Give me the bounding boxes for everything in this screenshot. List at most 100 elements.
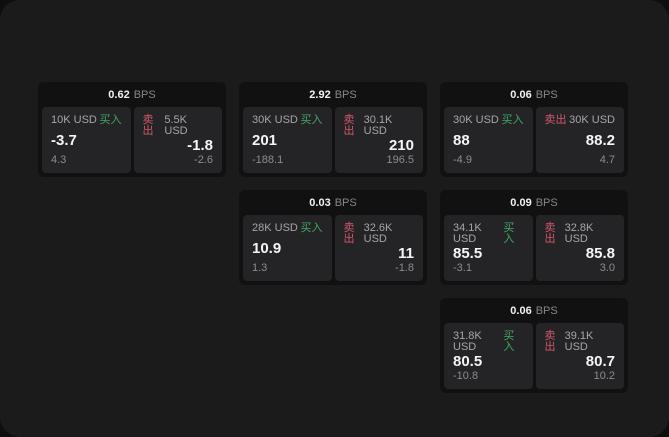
- sell-tile[interactable]: 卖出 30.1K USD 210 196.5: [334, 107, 423, 173]
- bps-value: 0.06: [510, 88, 532, 101]
- sell-tile-header: 卖出 32.8K USD: [545, 223, 616, 245]
- sell-tile[interactable]: 卖出 32.8K USD 85.8 3.0: [535, 215, 624, 281]
- sell-amount: 30.1K USD: [363, 114, 393, 137]
- buy-tile-header: 10K USD 买入: [51, 115, 122, 126]
- sell-tag: 卖出: [544, 330, 556, 353]
- buy-tile[interactable]: 31.8K USD 买入 80.5 -10.8: [444, 323, 533, 389]
- buy-tile[interactable]: 30K USD 买入 88 -4.9: [444, 107, 533, 173]
- buy-delta: 1.3: [252, 262, 268, 274]
- quote-card: 0.06 BPS 31.8K USD 买入 80.5 -10.8 卖出 39.1…: [440, 298, 628, 393]
- sell-value: 80.7: [585, 353, 615, 370]
- buy-value: -3.7: [51, 131, 77, 149]
- buy-tile-header: 30K USD 买入: [453, 115, 524, 126]
- bps-value: 0.03: [309, 196, 331, 209]
- buy-tag: 买入: [501, 114, 524, 126]
- sell-tile-header: 卖出 39.1K USD: [545, 331, 616, 353]
- buy-tile[interactable]: 30K USD 买入 201 -188.1: [243, 107, 332, 173]
- sell-delta: 4.7: [599, 154, 615, 166]
- sell-delta: 3.0: [599, 262, 615, 274]
- buy-tag: 买入: [99, 114, 122, 126]
- sell-value: 11: [398, 245, 414, 262]
- buy-delta: -10.8: [453, 370, 479, 382]
- bps-value: 0.62: [108, 88, 130, 101]
- quote-card: 0.62 BPS 10K USD 买入 -3.7 4.3 卖出 5.5K USD…: [38, 82, 226, 177]
- sell-tile-header: 卖出 32.6K USD: [344, 223, 415, 245]
- buy-tile-header: 34.1K USD 买入: [453, 223, 524, 245]
- buy-delta: -4.9: [453, 154, 472, 166]
- sell-amount: 5.5K USD: [164, 114, 188, 137]
- buy-value: 201: [252, 131, 278, 149]
- sell-amount: 32.6K USD: [363, 222, 393, 245]
- buy-value: 85.5: [453, 245, 483, 262]
- card-body: 34.1K USD 买入 85.5 -3.1 卖出 32.8K USD 85.8…: [440, 215, 628, 285]
- buy-tile-header: 30K USD 买入: [252, 115, 323, 126]
- buy-value: 88: [453, 131, 470, 149]
- bps-value: 2.92: [309, 88, 331, 101]
- buy-delta: -188.1: [252, 154, 284, 166]
- card-header: 2.92 BPS: [239, 82, 427, 107]
- card-body: 30K USD 买入 201 -188.1 卖出 30.1K USD 210 1…: [239, 107, 427, 177]
- card-header: 0.62 BPS: [38, 82, 226, 107]
- card-body: 31.8K USD 买入 80.5 -10.8 卖出 39.1K USD 80.…: [440, 323, 628, 393]
- sell-tile-header: 卖出 30K USD: [545, 115, 616, 126]
- bps-unit-label: BPS: [535, 196, 558, 209]
- buy-tile-header: 31.8K USD 买入: [453, 331, 524, 353]
- buy-tile[interactable]: 28K USD 买入 10.9 1.3: [243, 215, 332, 281]
- buy-tile[interactable]: 10K USD 买入 -3.7 4.3: [42, 107, 131, 173]
- buy-tile-header: 28K USD 买入: [252, 223, 323, 234]
- buy-amount: 30K USD: [453, 114, 499, 126]
- buy-delta: -3.1: [453, 262, 472, 274]
- sell-delta: 10.2: [593, 370, 615, 382]
- quote-card: 0.06 BPS 30K USD 买入 88 -4.9 卖出 30K USD 8…: [440, 82, 628, 177]
- bps-unit-label: BPS: [535, 88, 558, 101]
- card-header: 0.06 BPS: [440, 82, 628, 107]
- bps-value: 0.09: [510, 196, 532, 209]
- buy-tag: 买入: [503, 330, 515, 353]
- buy-amount: 34.1K USD: [453, 222, 482, 245]
- bps-value: 0.06: [510, 304, 532, 317]
- buy-amount: 31.8K USD: [453, 330, 482, 353]
- sell-tile-header: 卖出 5.5K USD: [143, 115, 214, 137]
- sell-delta: -2.6: [194, 154, 213, 166]
- sell-tile[interactable]: 卖出 30K USD 88.2 4.7: [535, 107, 624, 173]
- sell-amount: 39.1K USD: [564, 330, 594, 353]
- buy-value: 10.9: [252, 239, 282, 257]
- quote-card: 0.03 BPS 28K USD 买入 10.9 1.3 卖出 32.6K US…: [239, 190, 427, 285]
- sell-amount: 32.8K USD: [564, 222, 594, 245]
- sell-amount: 30K USD: [569, 114, 615, 126]
- sell-value: -1.8: [187, 137, 213, 154]
- bps-unit-label: BPS: [133, 88, 156, 101]
- sell-delta: -1.8: [395, 262, 414, 274]
- sell-tag: 卖出: [343, 222, 355, 245]
- buy-amount: 10K USD: [51, 114, 97, 126]
- buy-value: 80.5: [453, 353, 483, 370]
- bps-unit-label: BPS: [334, 88, 357, 101]
- buy-tag: 买入: [300, 222, 323, 234]
- sell-value: 85.8: [585, 245, 615, 262]
- sell-tile[interactable]: 卖出 32.6K USD 11 -1.8: [334, 215, 423, 281]
- card-header: 0.09 BPS: [440, 190, 628, 215]
- sell-value: 210: [388, 137, 414, 154]
- sell-tag: 卖出: [142, 114, 154, 137]
- card-header: 0.03 BPS: [239, 190, 427, 215]
- sell-tag: 卖出: [544, 114, 567, 126]
- card-body: 28K USD 买入 10.9 1.3 卖出 32.6K USD 11 -1.8: [239, 215, 427, 285]
- buy-tile[interactable]: 34.1K USD 买入 85.5 -3.1: [444, 215, 533, 281]
- quote-card: 2.92 BPS 30K USD 买入 201 -188.1 卖出 30.1K …: [239, 82, 427, 177]
- sell-tag: 卖出: [343, 114, 355, 137]
- quote-card: 0.09 BPS 34.1K USD 买入 85.5 -3.1 卖出 32.8K…: [440, 190, 628, 285]
- sell-value: 88.2: [585, 131, 615, 149]
- sell-tile[interactable]: 卖出 39.1K USD 80.7 10.2: [535, 323, 624, 389]
- buy-delta: 4.3: [51, 154, 67, 166]
- bps-unit-label: BPS: [535, 304, 558, 317]
- card-body: 30K USD 买入 88 -4.9 卖出 30K USD 88.2 4.7: [440, 107, 628, 177]
- sell-tile[interactable]: 卖出 5.5K USD -1.8 -2.6: [133, 107, 222, 173]
- bps-unit-label: BPS: [334, 196, 357, 209]
- buy-amount: 30K USD: [252, 114, 298, 126]
- sell-tile-header: 卖出 30.1K USD: [344, 115, 415, 137]
- card-header: 0.06 BPS: [440, 298, 628, 323]
- sell-tag: 卖出: [544, 222, 556, 245]
- card-body: 10K USD 买入 -3.7 4.3 卖出 5.5K USD -1.8 -2.…: [38, 107, 226, 177]
- sell-delta: 196.5: [386, 154, 414, 166]
